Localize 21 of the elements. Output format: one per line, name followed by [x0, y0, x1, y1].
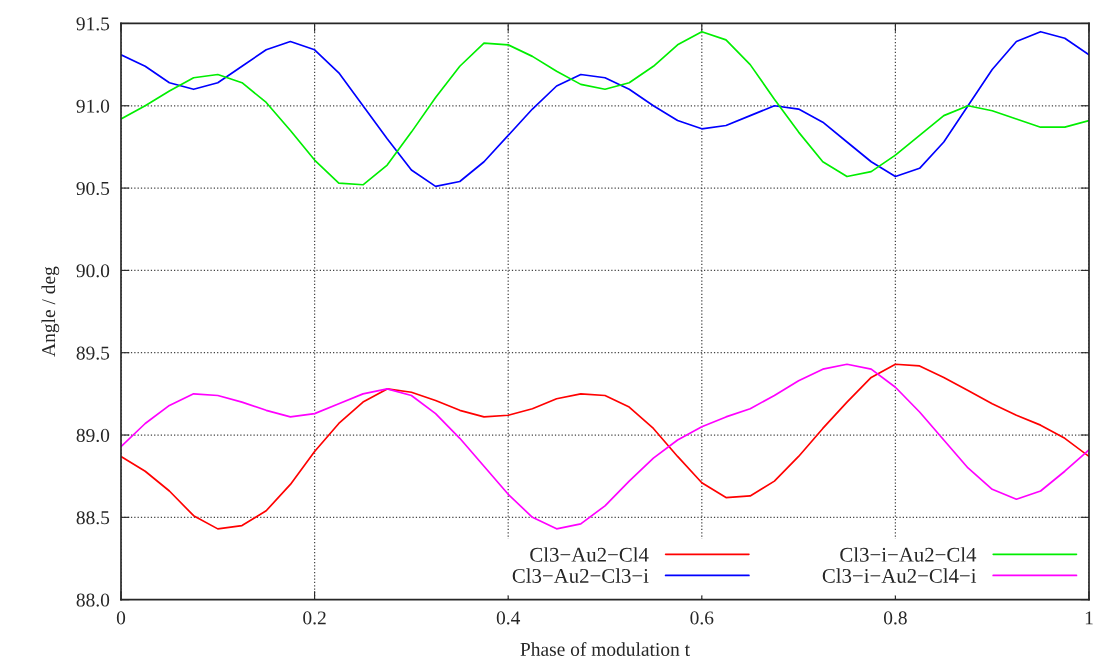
x-tick-label: 0.8 — [883, 611, 907, 625]
x-tick-label: 1 — [1085, 611, 1093, 625]
y-tick-label: 90.5 — [76, 181, 110, 196]
y-tick-label: 88.0 — [76, 593, 110, 607]
y-tick-label: 88.5 — [76, 511, 110, 525]
y-tick-label: 89.5 — [76, 346, 110, 360]
legend-label: Cl3−i−Au2−Cl4 — [840, 547, 977, 562]
x-tick-label: 0.2 — [303, 611, 326, 625]
legend-label: Cl3−Au2−Cl3−i — [512, 568, 649, 583]
y-tick-label: 90.0 — [76, 264, 110, 278]
y-tick-label: 91.0 — [76, 99, 110, 113]
x-axis-title: Phase of modulation t — [520, 642, 690, 656]
legend-label: Cl3−Au2−Cl4 — [530, 547, 649, 562]
y-tick-label: 91.5 — [76, 17, 110, 31]
line-series — [121, 363, 1089, 530]
x-tick-label: 0.6 — [690, 611, 714, 625]
x-tick-label: 0.4 — [496, 611, 521, 625]
y-tick-label: 89.0 — [76, 428, 110, 443]
x-tick-label: 0 — [116, 611, 126, 625]
y-axis-title: Angle / deg — [41, 266, 60, 357]
legend-label: Cl3−i−Au2−Cl4−i — [822, 568, 977, 583]
